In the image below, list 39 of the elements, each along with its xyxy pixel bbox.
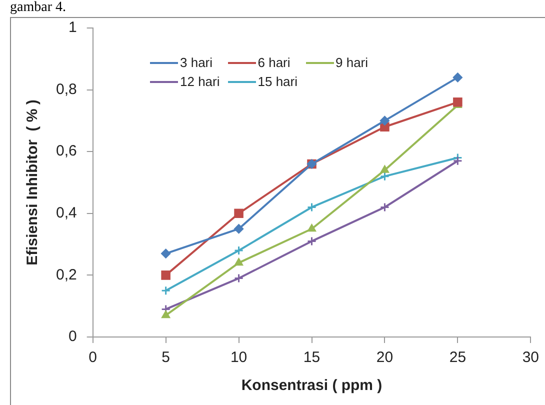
point [234,208,244,218]
x-axis-title: Konsentrasi ( ppm ) [241,377,382,394]
point [452,72,462,82]
point [380,202,390,212]
legend-label: 6 hari [258,55,290,70]
y-tick-label: 1 [68,19,77,36]
point [161,270,170,280]
point [161,286,171,296]
text: gambar 4. [10,0,66,16]
y-tick-label: 0,6 [56,142,77,160]
legend-label: 9 hari [336,55,368,70]
x-tick-label: 15 [303,349,320,366]
point [234,274,244,284]
point [380,172,390,182]
x-tick-label: 30 [522,349,539,366]
x-tick-label: 10 [230,349,248,366]
point [452,156,462,166]
legend-label: 15 hari [258,74,298,89]
y-tick-label: 0,4 [56,204,77,222]
x-tick-label: 20 [376,349,394,366]
point [162,310,170,318]
point [234,258,243,266]
legend-label: 3 hari [180,55,213,70]
y-tick-label: 0 [68,328,77,346]
point [308,224,316,232]
point [234,246,244,256]
point [380,116,390,126]
x-tick-label: 25 [449,349,466,366]
point [307,202,317,212]
y-tick-label: 0,8 [56,80,77,98]
y-axis-title: Efisiensi Inhibitor ( % ) [24,100,42,266]
x-tick-label: 5 [162,349,170,366]
legend-label: 12 hari [180,74,220,89]
point [234,224,244,234]
point [380,165,389,173]
y-tick-label: 0,2 [56,266,77,284]
point [161,248,171,258]
point [307,236,317,246]
x-tick-label: 0 [88,349,98,366]
